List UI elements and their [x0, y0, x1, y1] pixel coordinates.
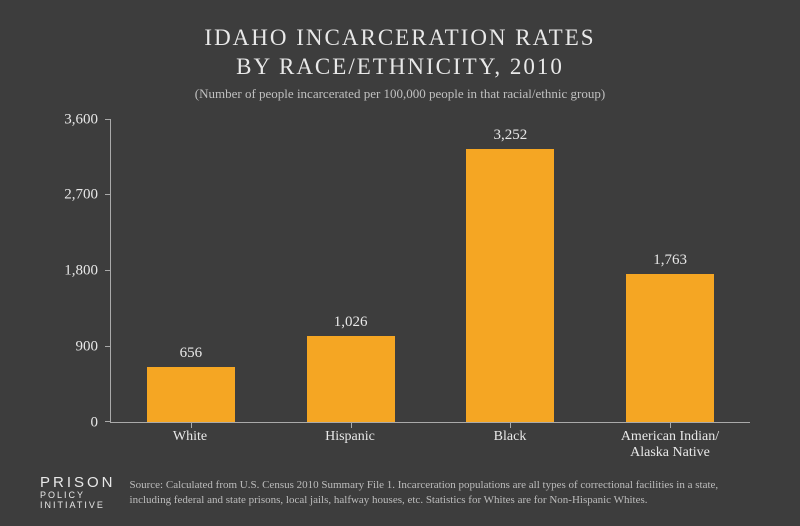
- bar-value-label: 656: [180, 345, 203, 362]
- chart-container: IDAHO INCARCERATION RATES BY RACE/ETHNIC…: [0, 0, 800, 526]
- x-axis-label: Hispanic: [270, 423, 430, 463]
- chart-title: IDAHO INCARCERATION RATES BY RACE/ETHNIC…: [40, 24, 760, 82]
- chart-area: 09001,8002,7003,600 6561,0263,2521,763 W…: [40, 120, 760, 464]
- bar: 1,763: [626, 274, 714, 422]
- bar: 1,026: [307, 336, 395, 422]
- bar-value-label: 1,763: [653, 252, 687, 269]
- logo-line2: POLICY INITIATIVE: [40, 491, 116, 510]
- bar-value-label: 3,252: [493, 127, 527, 144]
- y-tick-mark: [105, 194, 111, 195]
- y-tick-label: 0: [40, 415, 98, 432]
- y-tick-mark: [105, 421, 111, 422]
- bars-group: 656 1,026 3,252 1,763: [111, 120, 750, 423]
- bar-slot: 1,763: [590, 120, 750, 423]
- bar: 656: [147, 367, 235, 422]
- title-line1: IDAHO INCARCERATION RATES: [204, 25, 595, 50]
- bar: 3,252: [466, 149, 554, 423]
- y-tick-label: 2,700: [40, 187, 98, 204]
- bar-slot: 656: [111, 120, 271, 423]
- x-axis-label: Black: [430, 423, 590, 463]
- y-tick-label: 1,800: [40, 263, 98, 280]
- y-axis: 09001,8002,7003,600: [40, 120, 110, 424]
- logo: PRISON POLICY INITIATIVE: [40, 475, 116, 510]
- bar-value-label: 1,026: [334, 314, 368, 331]
- title-line2: BY RACE/ETHNICITY, 2010: [236, 54, 564, 79]
- y-tick-mark: [105, 346, 111, 347]
- bar-slot: 3,252: [431, 120, 591, 423]
- y-tick-mark: [105, 270, 111, 271]
- x-axis-labels: WhiteHispanicBlackAmerican Indian/Alaska…: [110, 423, 750, 463]
- source-text: Source: Calculated from U.S. Census 2010…: [130, 478, 760, 507]
- y-tick-label: 900: [40, 339, 98, 356]
- title-block: IDAHO INCARCERATION RATES BY RACE/ETHNIC…: [40, 24, 760, 102]
- y-tick-label: 3,600: [40, 111, 98, 128]
- chart-subtitle: (Number of people incarcerated per 100,0…: [40, 86, 760, 102]
- bar-slot: 1,026: [271, 120, 431, 423]
- x-axis-label: White: [110, 423, 270, 463]
- footer: PRISON POLICY INITIATIVE Source: Calcula…: [40, 475, 760, 510]
- x-axis-label: American Indian/Alaska Native: [590, 423, 750, 463]
- plot-area: 656 1,026 3,252 1,763: [110, 120, 750, 424]
- logo-line1: PRISON: [40, 475, 116, 491]
- y-tick-mark: [105, 119, 111, 120]
